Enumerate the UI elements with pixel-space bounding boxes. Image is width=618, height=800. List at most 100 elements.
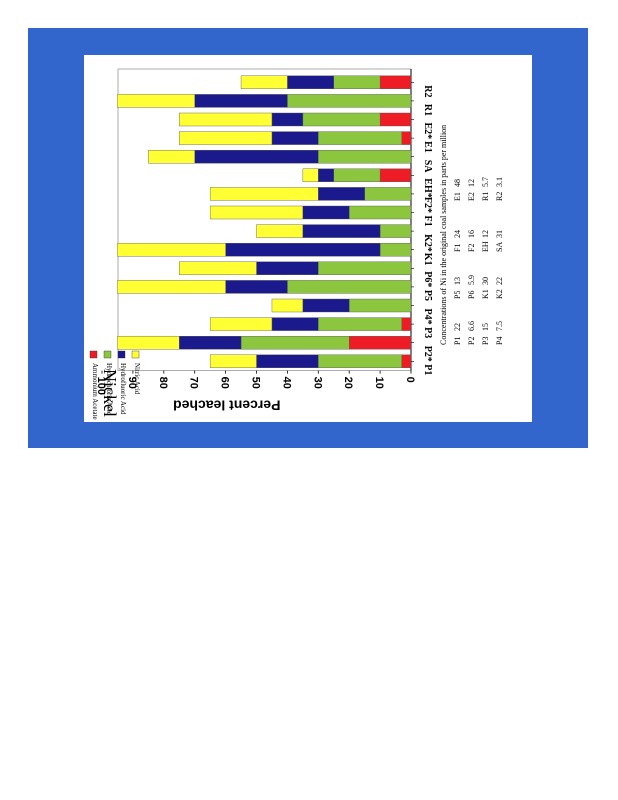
notes-cell: P5 [453, 291, 462, 299]
legend-label-2: Hydrofluoric Acid [119, 363, 127, 415]
bar-k1-series-1 [379, 242, 412, 257]
chart-card: 0 10 20 30 40 50 60 70 80 90 100 Percent leached P1 P… [84, 55, 532, 422]
notes-cell: K1 [481, 289, 490, 299]
bar-f1-series-2 [302, 205, 350, 220]
value-tick-label: 90 [126, 377, 138, 389]
category-label: P6* [422, 271, 433, 287]
notes-cell: 22 [495, 277, 504, 285]
category-label: P5 [422, 290, 433, 301]
bar-e2star-series-2 [271, 112, 304, 127]
category-label: EH* [422, 178, 433, 197]
bar-f2star-series-1 [364, 187, 412, 201]
notes-cell: P2 [467, 337, 476, 345]
bar-ehstar-series-2 [318, 168, 334, 183]
notes-cell: R1 [481, 192, 490, 201]
notes-cell: 6.6 [467, 321, 476, 331]
value-tick-label: 100 [95, 377, 107, 395]
chart-title: Nickel [100, 369, 120, 417]
notes-cell: 48 [453, 179, 462, 187]
bar-sa-series-2 [194, 149, 319, 164]
value-tick-label: 30 [311, 377, 323, 389]
bar-k2star-series-1 [379, 224, 412, 238]
bar-p5-series-3 [117, 280, 226, 294]
bar-k2star-series-3 [256, 224, 304, 238]
bar-p2star-series-1 [240, 336, 350, 350]
value-tick-label: 60 [219, 377, 231, 389]
notes-cell: R2 [495, 192, 504, 201]
value-tick-label: 50 [250, 377, 262, 389]
value-tick-label: 40 [280, 377, 292, 389]
notes-cell: 16 [467, 230, 476, 238]
category-label: R1 [422, 104, 433, 116]
bar-p3-series-3 [209, 317, 273, 331]
bar-e1-series-3 [179, 131, 273, 145]
notes-cell: 22 [453, 323, 462, 331]
bar-p6star-series-1 [318, 261, 412, 276]
notes-cell: P6 [467, 291, 476, 299]
bar-p4star-series-1 [349, 298, 412, 313]
bar-p2star-series-3 [117, 336, 180, 350]
chart-svg: 0 10 20 30 40 50 60 70 80 90 100 Percent leached P1 P… [89, 68, 504, 420]
category-label: SA [422, 160, 433, 174]
bar-p3-series-2 [271, 317, 319, 331]
bar-r2-series-0 [379, 75, 412, 89]
notes-cell: P4 [495, 337, 504, 345]
bar-k2star-series-2 [302, 224, 381, 238]
bar-p1-series-3 [209, 354, 257, 368]
legend-swatch-0 [89, 350, 98, 359]
category-label: E1 [422, 141, 433, 153]
bar-r2-series-3 [240, 75, 288, 89]
bar-r2-series-1 [333, 75, 381, 89]
notes-cell: 3.1 [495, 177, 504, 187]
category-label: R2 [422, 85, 433, 97]
bar-k1-series-2 [225, 242, 381, 257]
bar-p3-series-1 [318, 317, 402, 331]
notes-heading: Concentrations of Ni in the original coa… [439, 125, 448, 345]
legend-swatch-3 [131, 350, 140, 359]
bar-p4star-series-3 [271, 298, 304, 313]
category-label: K1 [422, 253, 433, 266]
bar-r1-series-1 [287, 94, 412, 108]
value-tick-label: 10 [373, 377, 385, 389]
bar-f1-series-1 [349, 205, 412, 220]
notes-cell: 31 [495, 230, 504, 238]
value-tick-label: 70 [188, 377, 200, 389]
category-label: P3 [422, 327, 433, 338]
notes-cell: 30 [481, 277, 490, 285]
bar-ehstar-series-3 [302, 168, 319, 183]
notes-cell: 7.5 [495, 321, 504, 331]
bar-f2star-series-2 [318, 187, 365, 201]
notes-cell: P1 [453, 337, 462, 345]
bar-f1-series-3 [209, 205, 304, 220]
category-label: F1 [422, 216, 433, 227]
bar-e2star-series-3 [179, 112, 273, 127]
bar-e1-series-1 [318, 131, 402, 145]
notes-cell: P3 [481, 337, 490, 345]
value-tick-label: 20 [342, 377, 354, 389]
bar-e2star-series-0 [379, 112, 412, 127]
bar-e1-series-2 [271, 131, 319, 145]
notes-cell: EH [481, 241, 490, 252]
bar-e1-series-0 [401, 131, 412, 145]
legend-label-3: Nitric Acid [133, 363, 141, 395]
bar-p2star-series-2 [179, 336, 242, 350]
value-axis-title: Percent leached [173, 398, 280, 414]
category-label: P1 [422, 364, 433, 375]
notes-cell: 5.7 [481, 177, 490, 187]
legend-label-1: Hydrochloric Acid [105, 363, 113, 416]
notes-cell: 15 [481, 323, 490, 331]
notes-cell: F1 [453, 244, 462, 252]
bar-k1-series-3 [117, 242, 226, 257]
bar-r2-series-2 [287, 75, 334, 89]
bar-p1-series-2 [256, 354, 319, 368]
notes-cell: F2 [467, 244, 476, 252]
bar-p5-series-2 [225, 280, 288, 294]
bar-p1-series-1 [318, 354, 402, 368]
category-label: F2* [422, 197, 433, 213]
value-tick-label: 80 [157, 377, 169, 389]
value-tick-label: 0 [404, 377, 416, 383]
bar-sa-series-3 [148, 149, 195, 164]
bar-e2star-series-1 [302, 112, 381, 127]
bar-p2star-series-0 [349, 336, 412, 350]
bar-f2star-series-3 [209, 187, 319, 201]
